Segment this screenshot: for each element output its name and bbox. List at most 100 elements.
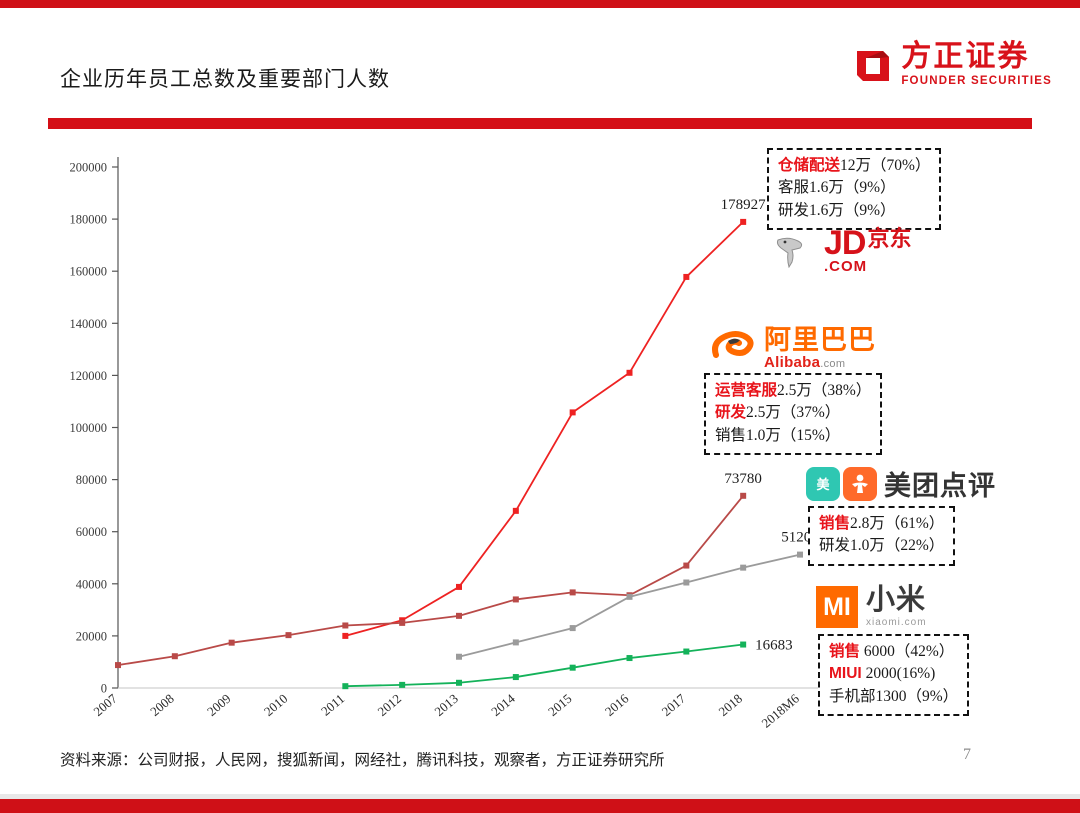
data-point xyxy=(115,662,121,669)
callout-text: 12万（70%） xyxy=(840,157,931,174)
data-point xyxy=(797,551,803,558)
callout-text: 客服1.6万（9%） xyxy=(778,179,896,197)
y-tick-label: 180000 xyxy=(70,213,108,227)
callout-text: 研发1.0万（22%） xyxy=(819,537,945,555)
alibaba-logo-cn: 阿里巴巴 xyxy=(764,325,876,355)
callout-line: 研发1.0万（22%） xyxy=(819,535,944,557)
callout-line: 运营客服2.5万（38%） xyxy=(715,380,871,402)
callout-text: 6000（42%） xyxy=(860,643,955,660)
data-point xyxy=(285,632,292,639)
employee-line-chart: 0 20000 40000 60000 80000 100000 120000 140000 1… xyxy=(70,157,860,731)
data-point xyxy=(626,655,633,662)
y-tick-label: 120000 xyxy=(70,369,108,383)
data-point xyxy=(569,625,576,632)
callout-highlight: 运营客服 xyxy=(715,382,778,399)
founder-logo-text: 方正证券 FOUNDER SECURITIES xyxy=(901,42,1052,88)
page-number: 7 xyxy=(963,746,971,763)
y-tick-label: 140000 xyxy=(70,317,108,331)
data-point xyxy=(399,619,406,626)
callout-highlight: MIUI xyxy=(829,665,862,683)
data-point xyxy=(683,579,690,586)
callout-highlight: 仓储配送 xyxy=(778,157,841,174)
y-tick-label: 60000 xyxy=(76,525,107,539)
founder-logo-cn: 方正证券 xyxy=(901,40,1030,73)
data-point xyxy=(683,562,690,569)
callout-text: 2000(16%) xyxy=(861,665,936,683)
x-tick-label: 2010 xyxy=(261,691,291,719)
callout-text: 研发1.6万（9%） xyxy=(778,201,896,219)
alibaba-mark-icon xyxy=(710,325,760,372)
xiaomi-logo-text: 小米 xiaomi.com xyxy=(866,586,927,628)
data-point xyxy=(456,653,462,660)
xiaomi-logo-cn: 小米 xyxy=(866,584,927,616)
meituan-logo: 美 美团点评 xyxy=(806,464,996,503)
callout-line: 销售2.8万（61%） xyxy=(819,513,944,535)
series-end-label: 16683 xyxy=(755,638,793,654)
dianping-icon xyxy=(843,466,877,501)
data-point xyxy=(171,653,178,660)
callout-line: 销售 6000（42%） xyxy=(829,641,958,663)
data-point xyxy=(740,218,747,225)
callout-text: 2.5万（37%） xyxy=(746,404,841,422)
data-point xyxy=(512,507,519,514)
x-tick-label: 2018 xyxy=(716,691,746,719)
y-tick-label: 100000 xyxy=(70,421,108,435)
series-line-京东 xyxy=(344,220,745,637)
y-tick-label: 160000 xyxy=(70,265,108,279)
alibaba-logo: 阿里巴巴 Alibaba.com xyxy=(710,325,876,372)
top-red-bar xyxy=(0,0,1080,8)
callout-highlight: 销售 xyxy=(819,515,851,532)
data-point xyxy=(456,583,462,590)
callout-line: 仓储配送12万（70%） xyxy=(778,155,930,177)
x-tick-label: 2008 xyxy=(147,691,177,719)
series-line-美团点评 xyxy=(458,553,801,658)
series-line-阿里巴巴 xyxy=(117,494,745,666)
x-tick-label: 2015 xyxy=(545,691,575,719)
data-point xyxy=(569,589,576,596)
alibaba-logo-dotcom: .com xyxy=(820,358,846,370)
y-tick-label: 0 xyxy=(101,682,107,696)
data-point xyxy=(342,683,349,690)
meituan-icon: 美 xyxy=(806,466,840,501)
y-tick-label: 20000 xyxy=(76,629,107,643)
data-point xyxy=(228,639,235,646)
x-tick-label: 2013 xyxy=(431,691,461,719)
chart-area: 0 20000 40000 60000 80000 100000 120000 140000 1… xyxy=(0,135,1080,735)
meituan-logo-text: 美团点评 xyxy=(884,471,996,501)
y-tick-label: 80000 xyxy=(76,473,107,487)
callout-line: MIUI 2000(16%) xyxy=(829,663,958,685)
callout-line: 研发2.5万（37%） xyxy=(715,402,871,424)
callout-text: 2.5万（38%） xyxy=(777,382,872,399)
series-end-label: 178927 xyxy=(721,197,767,213)
y-tick-label: 200000 xyxy=(70,161,108,175)
data-point xyxy=(683,648,690,655)
x-tick-label: 2007 xyxy=(90,690,120,719)
title-underline-bar xyxy=(48,118,1032,129)
jd-logo-text: JD 京东 .COM xyxy=(824,224,912,273)
founder-logo-en: FOUNDER SECURITIES xyxy=(901,75,1052,87)
callout-highlight: 研发 xyxy=(715,404,747,422)
alibaba-logo-en: Alibaba.com xyxy=(764,355,876,370)
jd-logo-cn: 京东 xyxy=(867,226,912,251)
callout-text: 2.8万（61%） xyxy=(850,515,945,532)
alibaba-department-callout: 运营客服2.5万（38%） 研发2.5万（37%） 销售1.0万（15%） xyxy=(704,373,883,456)
data-point xyxy=(512,639,519,646)
x-tick-label: 2011 xyxy=(318,691,347,719)
callout-line: 手机部1300（9%） xyxy=(829,686,958,708)
bottom-red-bar xyxy=(0,799,1080,813)
jd-logo-main: JD xyxy=(824,224,866,262)
data-point xyxy=(740,641,747,648)
x-tick-label: 2014 xyxy=(488,690,518,719)
data-point xyxy=(626,593,633,600)
alibaba-logo-text: 阿里巴巴 Alibaba.com xyxy=(764,325,876,371)
xiaomi-logo-en: xiaomi.com xyxy=(866,617,927,628)
x-tick-label: 2009 xyxy=(204,691,234,719)
callout-highlight: 销售 xyxy=(829,643,861,660)
svg-text:美: 美 xyxy=(816,477,830,492)
data-point xyxy=(456,679,462,686)
x-tick-label: 2012 xyxy=(375,691,405,719)
series-end-label: 73780 xyxy=(724,471,762,487)
data-point xyxy=(512,596,519,603)
callout-line: 客服1.6万（9%） xyxy=(778,177,930,199)
data-point xyxy=(342,622,349,629)
